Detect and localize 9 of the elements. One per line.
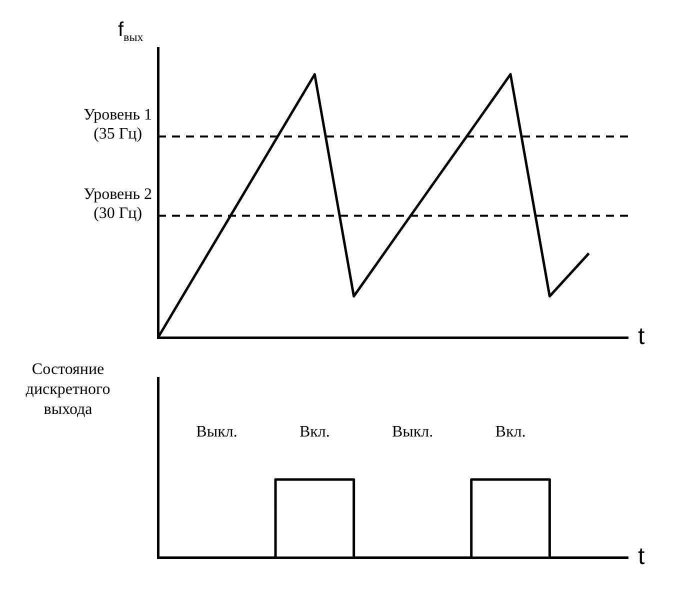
x-axis-title: t bbox=[638, 323, 645, 350]
text: Выкл. bbox=[196, 424, 238, 441]
text: Вкл. bbox=[495, 424, 526, 441]
y-axis-title: Состояние дискретного выхода bbox=[26, 361, 110, 418]
x-axis-title: t bbox=[638, 543, 645, 570]
text: Выкл. bbox=[392, 424, 434, 441]
ref-line-label: Уровень 2 (30 Гц) bbox=[84, 186, 152, 222]
ref-line-label: Уровень 1 (35 Гц) bbox=[84, 106, 152, 143]
text: Вкл. bbox=[299, 424, 330, 441]
